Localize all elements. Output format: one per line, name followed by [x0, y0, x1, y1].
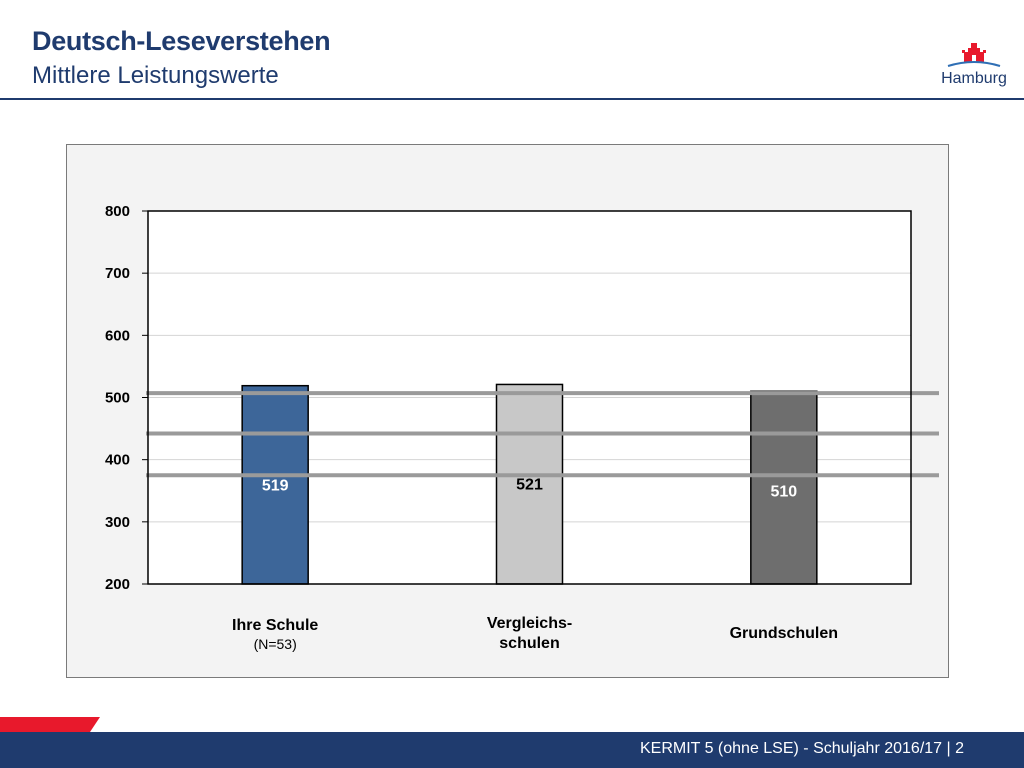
- x-category-label: Grundschulen: [730, 625, 838, 642]
- x-category-sublabel: (N=53): [254, 636, 297, 652]
- bar-value-label: 521: [516, 476, 543, 493]
- y-tick-label: 200: [105, 576, 130, 593]
- plot-frame: [147, 210, 912, 585]
- y-tick-label: 400: [105, 452, 130, 469]
- x-category-label: Vergleichs-schulen: [487, 615, 572, 652]
- bar: [495, 383, 564, 585]
- bar-chart: 200300400500600700800RS+RSMS519521510Ihr…: [105, 203, 939, 652]
- bar: [241, 384, 309, 585]
- logo-text: Hamburg: [941, 70, 1007, 87]
- y-tick-label: 600: [105, 327, 130, 344]
- footer-bar: [0, 732, 1024, 768]
- page-subtitle: Mittlere Leistungswerte: [32, 62, 279, 89]
- bar: [750, 390, 818, 585]
- bar-value-label: 510: [770, 483, 797, 500]
- y-tick-label: 500: [105, 390, 130, 407]
- y-tick-label: 800: [105, 203, 130, 220]
- page-title: Deutsch-Leseverstehen: [32, 26, 331, 56]
- header-rule: [0, 98, 1024, 100]
- y-tick-label: 300: [105, 514, 130, 531]
- footer-text: KERMIT 5 (ohne LSE) - Schuljahr 2016/17 …: [639, 740, 964, 757]
- hamburg-castle-icon: [947, 43, 1001, 67]
- chart-frame: 200300400500600700800RS+RSMS519521510Ihr…: [66, 144, 949, 678]
- hamburg-logo: Hamburg: [934, 40, 1014, 92]
- bar-value-label: 519: [262, 478, 289, 495]
- x-category-label: Ihre Schule: [232, 617, 318, 634]
- y-tick-label: 700: [105, 265, 130, 282]
